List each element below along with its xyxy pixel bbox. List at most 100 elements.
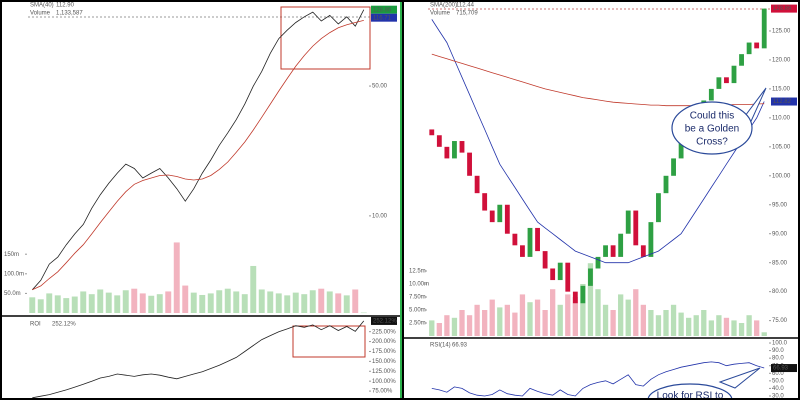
volume-bar xyxy=(360,312,367,314)
volume-bar xyxy=(267,291,274,313)
volume-bar xyxy=(746,315,752,336)
y-tick-label: 50.00 xyxy=(372,84,388,90)
annotation: be a Golden xyxy=(685,124,740,135)
volume-bar xyxy=(723,317,730,336)
volume-bar xyxy=(148,295,155,313)
y-tick-label: 95.00 xyxy=(772,202,788,208)
candle xyxy=(678,141,684,159)
volume-bar xyxy=(610,310,616,336)
y-tick-label: 100.00 xyxy=(772,173,791,179)
price-badge-label: 116.71 xyxy=(373,15,392,21)
indicator-legend: RSI(14) xyxy=(430,343,451,349)
legend-value: 112.44 xyxy=(456,3,475,9)
volume-bar xyxy=(71,296,78,313)
volume-bar xyxy=(451,317,458,336)
volume-bar xyxy=(557,304,563,336)
y-tick-label: 85.00 xyxy=(772,260,788,266)
volume-bar xyxy=(519,294,526,336)
volume-bar xyxy=(165,291,172,313)
indicator-tick-label: 90.0 xyxy=(772,348,784,354)
candle xyxy=(512,233,518,246)
indicator-badge-label: 252.12% xyxy=(373,319,397,325)
volume-bar xyxy=(497,307,503,336)
volume-bar xyxy=(489,299,495,336)
volume-bar xyxy=(88,294,95,313)
indicator-tick-label: 80.0 xyxy=(772,356,784,362)
volume-bar xyxy=(63,298,70,313)
volume-bar xyxy=(122,290,129,313)
legend-label: SMA(200) xyxy=(430,3,457,9)
volume-bar xyxy=(595,289,601,336)
candle xyxy=(746,42,752,55)
volume-tick-label: 5.00m xyxy=(409,308,426,314)
candle xyxy=(603,245,608,257)
volume-bar xyxy=(648,310,654,336)
indicator-tick-label: 100.0 xyxy=(772,341,788,347)
volume-bar xyxy=(292,292,299,313)
candle xyxy=(459,141,465,153)
volume-bar xyxy=(309,290,316,313)
volume-bar xyxy=(335,293,342,313)
candle xyxy=(565,262,571,292)
indicator-line xyxy=(431,361,765,397)
candle xyxy=(557,262,563,281)
y-tick-label: 80.00 xyxy=(772,289,788,295)
volume-bar xyxy=(512,312,518,336)
legend-label: Volume xyxy=(30,11,51,17)
volume-bar xyxy=(343,295,350,313)
candle xyxy=(580,285,586,304)
indicator-badge xyxy=(771,364,797,373)
volume-bar xyxy=(482,310,488,336)
annotation: Look for RSI to xyxy=(657,391,724,400)
volume-bar xyxy=(466,315,473,336)
candle xyxy=(731,65,737,84)
volume-bar xyxy=(625,299,631,336)
volume-bar xyxy=(550,289,556,336)
volume-bar xyxy=(207,293,214,313)
price-badge xyxy=(371,13,397,22)
volume-tick-label: 10.00m xyxy=(409,282,429,288)
candle xyxy=(754,42,760,49)
volume-bar xyxy=(527,302,533,336)
candle xyxy=(595,256,601,269)
volume-bar xyxy=(352,289,359,313)
volume-bar xyxy=(459,310,465,336)
legend-label: Volume xyxy=(430,11,451,17)
indicator-tick-label: 225.00% xyxy=(372,329,396,335)
indicator-tick-label: 40.0 xyxy=(772,386,784,392)
callout-pointer xyxy=(718,367,761,389)
legend-label: SMA(40) xyxy=(30,3,54,9)
candle xyxy=(535,227,540,252)
legend-value: 1,133,587 xyxy=(56,11,83,17)
indicator-legend-value: 66.93 xyxy=(452,343,468,349)
left-panel xyxy=(2,2,400,398)
y-tick-label: 75.00 xyxy=(772,318,788,324)
candle xyxy=(504,204,510,234)
candle xyxy=(467,152,472,176)
candle xyxy=(724,77,729,84)
y-tick-label: 90.00 xyxy=(772,231,788,237)
volume-tick-label: 150m xyxy=(4,252,19,258)
price-badge-label: 128.86 xyxy=(373,7,392,13)
indicator-tick-label: 175.00% xyxy=(372,349,396,355)
volume-bar xyxy=(534,299,541,336)
indicator-legend-value: 252.12% xyxy=(52,322,76,328)
volume-bar xyxy=(663,310,669,336)
volume-bar xyxy=(318,288,325,313)
candle xyxy=(640,245,646,257)
volume-bar xyxy=(326,291,333,313)
volume-bar xyxy=(542,310,548,336)
indicator-line xyxy=(32,320,365,399)
y-tick-label: 120.00 xyxy=(772,58,791,64)
price-badge xyxy=(771,97,797,106)
volume-bar xyxy=(504,304,510,336)
volume-bar xyxy=(436,323,442,336)
candle xyxy=(572,291,578,304)
candle xyxy=(520,245,525,257)
volume-bar xyxy=(156,294,163,313)
candle xyxy=(497,204,503,223)
volume-bar xyxy=(633,289,639,336)
volume-bar xyxy=(199,294,206,313)
volume-bar xyxy=(190,292,197,313)
